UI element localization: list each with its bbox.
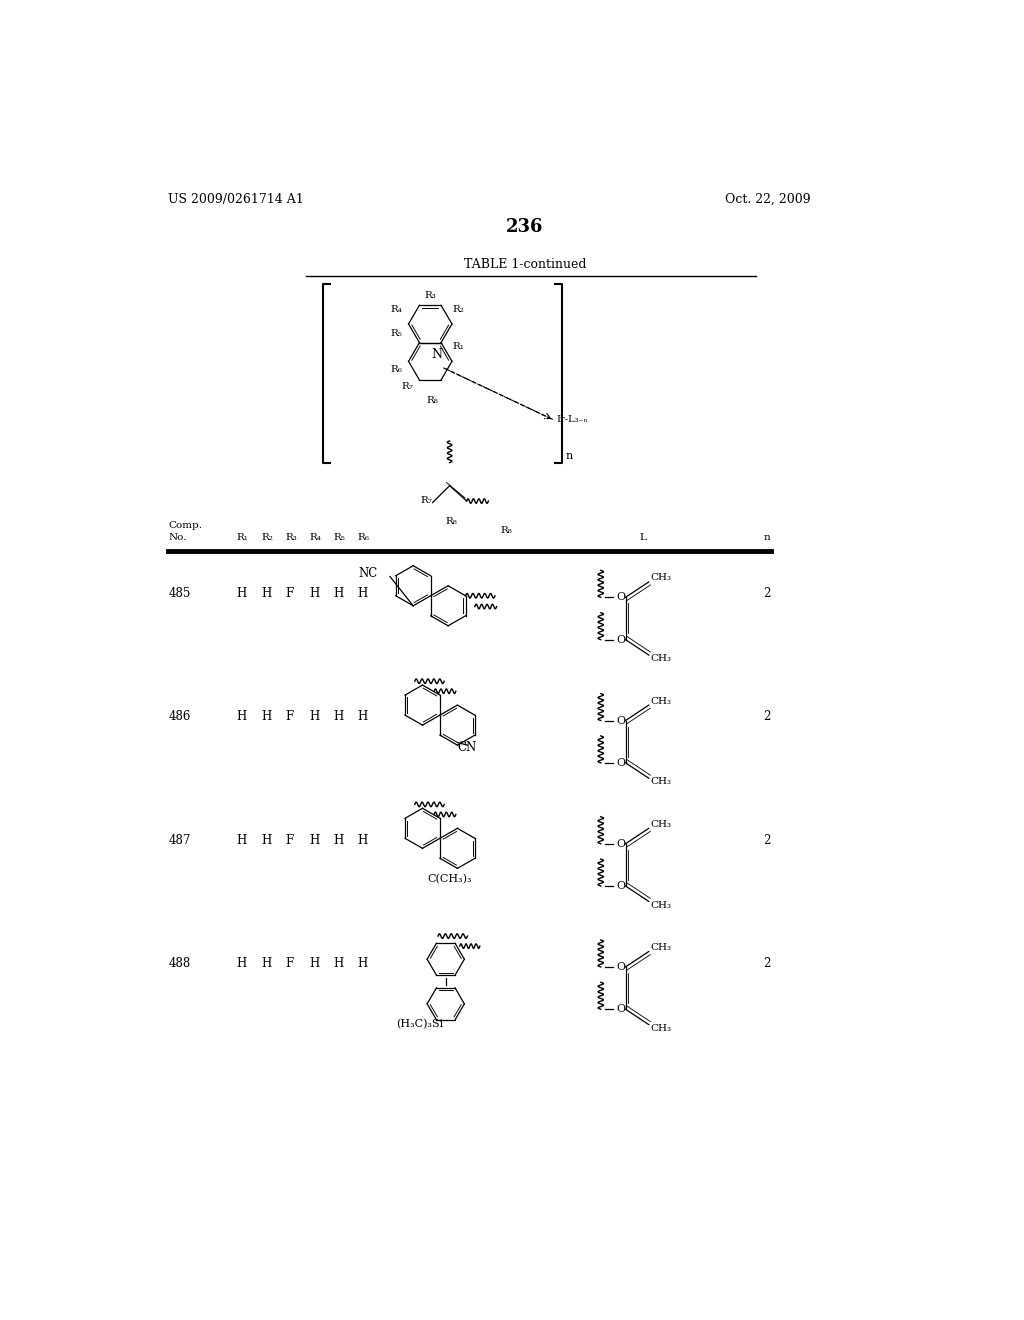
Text: H: H [309, 834, 319, 846]
Text: O: O [616, 1005, 626, 1014]
Text: No.: No. [168, 532, 186, 541]
Text: R₇: R₇ [420, 495, 432, 504]
Text: CN: CN [458, 742, 477, 754]
Text: H: H [237, 710, 247, 723]
Text: 487: 487 [168, 834, 190, 846]
Text: H: H [309, 710, 319, 723]
Text: H: H [261, 834, 271, 846]
Text: TABLE 1-continued: TABLE 1-continued [464, 257, 586, 271]
Text: CH₃: CH₃ [650, 900, 672, 909]
Text: n: n [764, 532, 770, 541]
Text: R₆: R₆ [357, 532, 370, 541]
Text: R₁: R₁ [237, 532, 249, 541]
Text: H: H [334, 834, 344, 846]
Text: CH₃: CH₃ [650, 942, 672, 952]
Text: H: H [334, 710, 344, 723]
Text: F: F [286, 834, 294, 846]
Text: R₂: R₂ [453, 305, 464, 314]
Text: R₆: R₆ [390, 366, 402, 374]
Text: O: O [616, 962, 626, 972]
Text: CH₃: CH₃ [650, 777, 672, 787]
Text: R₃: R₃ [286, 532, 297, 541]
Text: H: H [334, 587, 344, 601]
Text: H: H [261, 710, 271, 723]
Text: H: H [237, 587, 247, 601]
Text: F: F [286, 587, 294, 601]
Text: H: H [357, 834, 368, 846]
Text: R₂: R₂ [261, 532, 273, 541]
Text: R₇: R₇ [401, 381, 414, 391]
Text: R₁: R₁ [453, 342, 464, 351]
Text: H: H [334, 957, 344, 970]
Text: R₄: R₄ [390, 305, 402, 314]
Text: R₅: R₅ [390, 329, 402, 338]
Text: n: n [565, 451, 572, 462]
Text: US 2009/0261714 A1: US 2009/0261714 A1 [168, 193, 304, 206]
Text: Ir-L₃₋ₙ: Ir-L₃₋ₙ [557, 414, 589, 424]
Text: 2: 2 [764, 587, 771, 601]
Text: F: F [286, 957, 294, 970]
Text: L: L [640, 532, 646, 541]
Text: R₄: R₄ [309, 532, 322, 541]
Text: CH₃: CH₃ [650, 820, 672, 829]
Text: H: H [237, 957, 247, 970]
Text: R₈: R₈ [426, 396, 438, 404]
Text: 486: 486 [168, 710, 190, 723]
Text: R₈: R₈ [500, 527, 512, 536]
Text: 485: 485 [168, 587, 190, 601]
Text: R₅: R₅ [334, 532, 345, 541]
Text: CH₃: CH₃ [650, 655, 672, 663]
Text: 236: 236 [506, 218, 544, 235]
Text: 2: 2 [764, 710, 771, 723]
Text: O: O [616, 758, 626, 768]
Text: H: H [261, 957, 271, 970]
Text: C(CH₃)₃: C(CH₃)₃ [427, 874, 472, 884]
Text: O: O [616, 715, 626, 726]
Text: 2: 2 [764, 957, 771, 970]
Text: R₃: R₃ [424, 290, 436, 300]
Text: H: H [309, 587, 319, 601]
Text: CH₃: CH₃ [650, 697, 672, 706]
Text: H: H [309, 957, 319, 970]
Text: CH₃: CH₃ [650, 1024, 672, 1032]
Text: H: H [357, 957, 368, 970]
Text: NC: NC [358, 566, 378, 579]
Text: F: F [286, 710, 294, 723]
Text: O: O [616, 593, 626, 602]
Text: 2: 2 [764, 834, 771, 846]
Text: H: H [357, 587, 368, 601]
Text: (H₃C)₃Si: (H₃C)₃Si [396, 1019, 443, 1030]
Text: H: H [261, 587, 271, 601]
Text: H: H [357, 710, 368, 723]
Text: O: O [616, 635, 626, 644]
Text: O: O [616, 882, 626, 891]
Text: R₈: R₈ [445, 517, 458, 527]
Text: N: N [431, 348, 442, 362]
Text: 488: 488 [168, 957, 190, 970]
Text: Oct. 22, 2009: Oct. 22, 2009 [725, 193, 810, 206]
Text: CH₃: CH₃ [650, 573, 672, 582]
Text: H: H [237, 834, 247, 846]
Text: O: O [616, 838, 626, 849]
Text: Comp.: Comp. [168, 521, 203, 531]
